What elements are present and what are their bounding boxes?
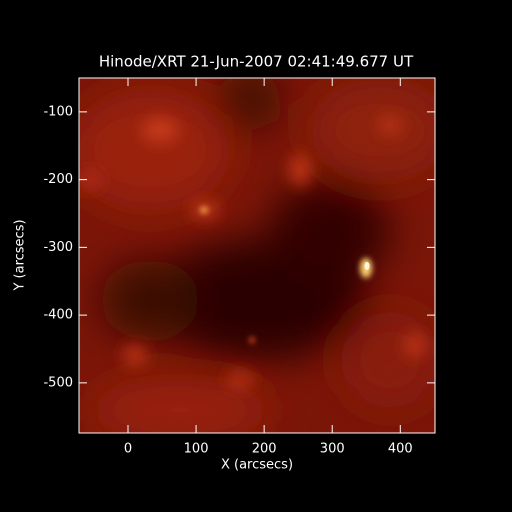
x-tick-label: 0 — [124, 442, 132, 457]
x-tick-label: 400 — [388, 442, 413, 457]
x-tick-label: 100 — [184, 442, 209, 457]
y-axis-label: Y (arcsecs) — [13, 219, 28, 291]
chart-title: Hinode/XRT 21-Jun-2007 02:41:49.677 UT — [99, 53, 414, 71]
x-axis-label: X (arcsecs) — [221, 458, 293, 473]
y-tick-label: -400 — [43, 308, 73, 323]
plot-frame — [78, 77, 436, 434]
x-tick-label: 200 — [252, 442, 277, 457]
solar-image — [79, 78, 435, 433]
y-tick-label: -500 — [43, 375, 73, 390]
x-tick-label: 300 — [320, 442, 345, 457]
y-tick-label: -300 — [43, 240, 73, 255]
y-tick-label: -200 — [43, 172, 73, 187]
y-tick-label: -100 — [43, 104, 73, 119]
